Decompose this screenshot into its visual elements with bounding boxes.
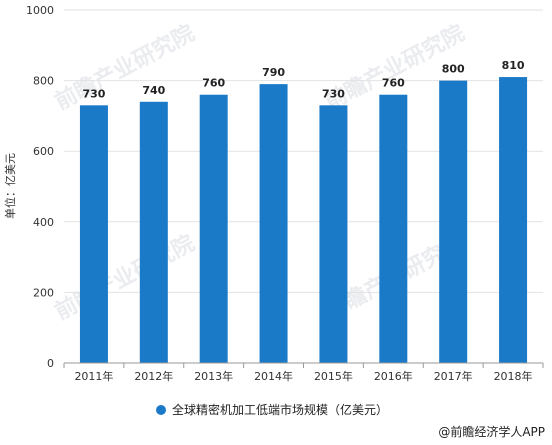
legend: 全球精密机加工低端市场规模（亿美元）	[156, 402, 388, 417]
bar	[319, 105, 348, 363]
x-tick-label: 2016年	[374, 369, 413, 383]
data-labels: 730 740 760 790 730 760 800 810	[82, 59, 524, 100]
y-tick-label: 200	[33, 286, 54, 299]
data-label: 760	[382, 77, 405, 90]
watermark-text: 前瞻产业研究院	[51, 230, 199, 325]
data-label: 810	[502, 59, 525, 72]
legend-marker	[156, 405, 166, 415]
y-tick-label: 1000	[26, 4, 54, 17]
x-tick-label: 2014年	[254, 369, 293, 383]
bars	[79, 77, 528, 363]
bar	[79, 105, 108, 363]
x-tick-labels: 2011年 2012年 2013年 2014年 2015年 2016年 2017年 2018年	[63, 363, 544, 383]
y-tick-label: 600	[33, 145, 54, 158]
data-label: 760	[202, 77, 225, 90]
legend-label: 全球精密机加工低端市场规模（亿美元）	[172, 402, 388, 417]
y-tick-labels: 0 200 400 600 800 1000	[26, 4, 54, 370]
data-label: 730	[82, 87, 105, 100]
x-tick-label: 2017年	[434, 369, 473, 383]
x-tick-label: 2018年	[494, 369, 533, 383]
data-label: 740	[142, 84, 165, 97]
bar	[139, 101, 168, 363]
y-tick-label: 400	[33, 216, 54, 229]
y-tick-label: 0	[47, 357, 54, 370]
x-tick-label: 2013年	[194, 369, 233, 383]
data-label: 800	[442, 63, 465, 76]
x-tick-label: 2015年	[314, 369, 353, 383]
data-label: 790	[262, 66, 285, 79]
source-credit: @前瞻经济学人APP	[438, 424, 545, 439]
bar	[499, 77, 528, 363]
bar	[259, 84, 288, 363]
watermark-text: 前瞻产业研究院	[51, 20, 199, 115]
y-tick-label: 800	[33, 75, 54, 88]
data-label: 730	[322, 87, 345, 100]
y-axis-label: 单位：亿美元	[3, 153, 17, 219]
bar	[439, 80, 468, 363]
x-tick-label: 2011年	[74, 369, 113, 383]
bar	[379, 94, 408, 363]
x-tick-label: 2012年	[134, 369, 173, 383]
bar	[199, 94, 228, 363]
